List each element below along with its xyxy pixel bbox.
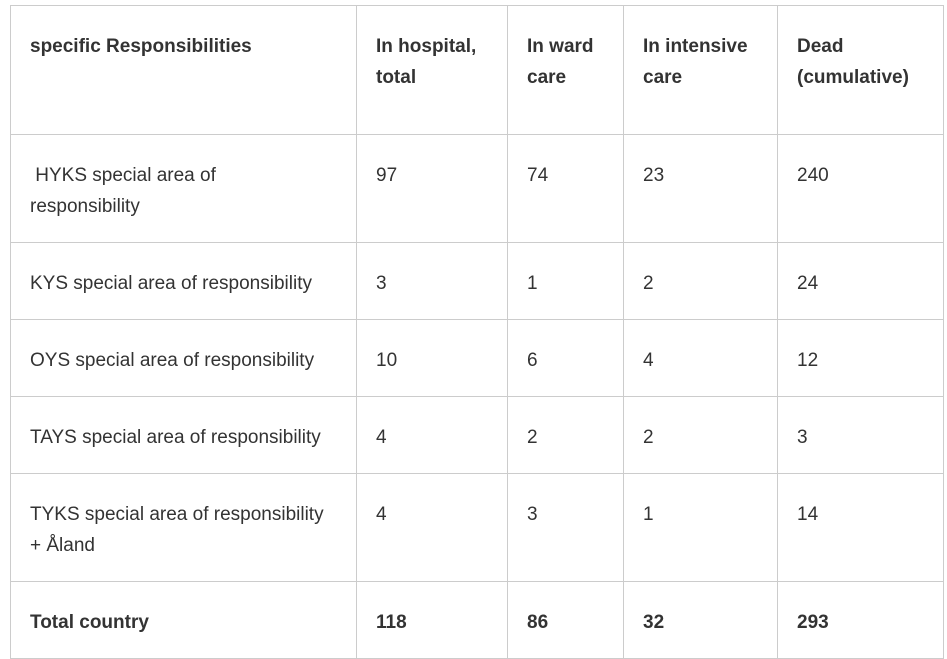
table-row-kys: KYS special area of responsibility 3 1 2… [10, 242, 944, 320]
value-cell: 32 [623, 581, 778, 659]
value-cell: 3 [507, 473, 624, 582]
value-cell: 4 [356, 473, 508, 582]
row-label-cell: HYKS special area of responsibility [10, 134, 357, 243]
table-row-tays: TAYS special area of responsibility 4 2 … [10, 396, 944, 474]
value-cell: 1 [623, 473, 778, 582]
header-cell-dead-cumulative: Dead (cumulative) [777, 5, 944, 135]
table-row-oys: OYS special area of responsibility 10 6 … [10, 319, 944, 397]
value-cell: 1 [507, 242, 624, 320]
value-cell: 12 [777, 319, 944, 397]
value-cell: 74 [507, 134, 624, 243]
value-cell: 118 [356, 581, 508, 659]
value-cell: 4 [623, 319, 778, 397]
row-label-cell: Total country [10, 581, 357, 659]
value-cell: 3 [777, 396, 944, 474]
value-cell: 6 [507, 319, 624, 397]
value-cell: 2 [623, 242, 778, 320]
row-label-cell: KYS special area of responsibility [10, 242, 357, 320]
table-row-tyks-aland: TYKS special area of responsibility + Ål… [10, 473, 944, 582]
row-label-cell: TYKS special area of responsibility + Ål… [10, 473, 357, 582]
table-row-total-country: Total country 118 86 32 293 [10, 581, 944, 659]
value-cell: 86 [507, 581, 624, 659]
value-cell: 293 [777, 581, 944, 659]
value-cell: 23 [623, 134, 778, 243]
header-cell-in-hospital-total: In hospital, total [356, 5, 508, 135]
value-cell: 24 [777, 242, 944, 320]
value-cell: 2 [623, 396, 778, 474]
header-cell-specific-responsibilities: specific Responsibilities [10, 5, 357, 135]
table-row-hyks: HYKS special area of responsibility 97 7… [10, 134, 944, 243]
value-cell: 14 [777, 473, 944, 582]
value-cell: 2 [507, 396, 624, 474]
row-label-cell: OYS special area of responsibility [10, 319, 357, 397]
table-header-row: specific Responsibilities In hospital, t… [10, 5, 944, 135]
value-cell: 4 [356, 396, 508, 474]
header-cell-in-intensive-care: In intensive care [623, 5, 778, 135]
value-cell: 3 [356, 242, 508, 320]
value-cell: 10 [356, 319, 508, 397]
header-cell-in-ward-care: In ward care [507, 5, 624, 135]
value-cell: 97 [356, 134, 508, 243]
value-cell: 240 [777, 134, 944, 243]
hospital-care-by-area-table: specific Responsibilities In hospital, t… [10, 5, 944, 659]
row-label-cell: TAYS special area of responsibility [10, 396, 357, 474]
